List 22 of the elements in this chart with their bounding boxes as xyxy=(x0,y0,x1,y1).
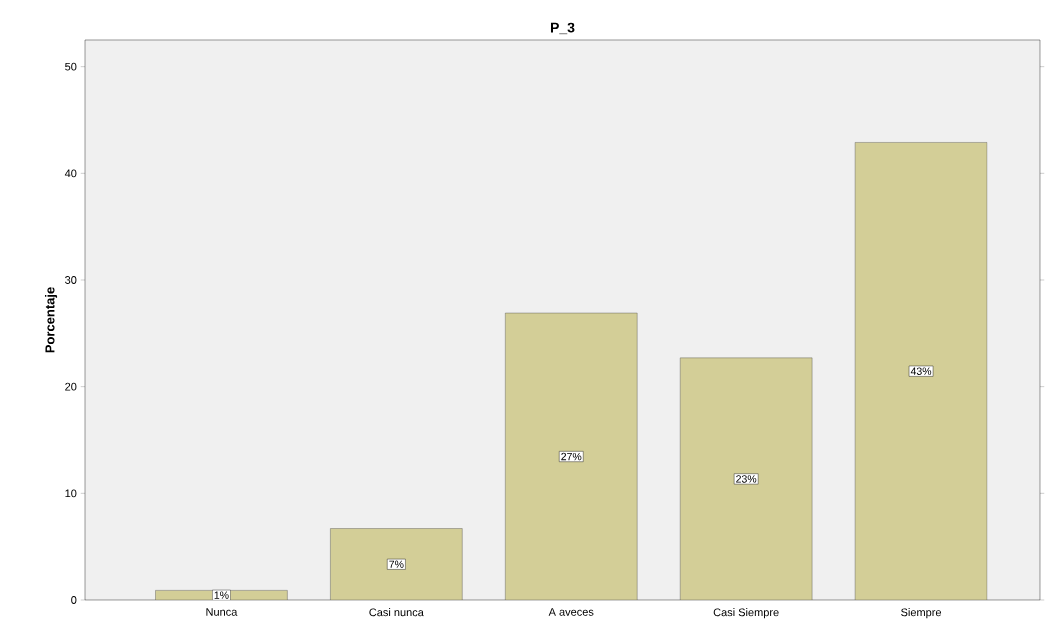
bar xyxy=(505,312,638,600)
bar xyxy=(680,357,813,600)
data-label: 43% xyxy=(910,367,932,375)
bar xyxy=(330,528,463,600)
chart-title: P_3 xyxy=(550,22,575,35)
y-tick-label: 50 xyxy=(65,62,77,71)
x-tick-label: A aveces xyxy=(548,608,594,616)
x-tick-label: Casi nunca xyxy=(369,608,424,617)
y-tick-label: 10 xyxy=(65,489,77,498)
y-tick-label: 40 xyxy=(64,169,77,178)
bar xyxy=(854,142,988,600)
data-label: 7% xyxy=(389,560,404,568)
data-label: 23% xyxy=(736,475,757,483)
data-label: 1% xyxy=(214,591,229,599)
x-tick-label: Nunca xyxy=(206,608,238,616)
y-axis-title: Porcentaje xyxy=(44,287,58,353)
x-tick-label: Siempre xyxy=(901,608,942,619)
x-tick-label: Casi Siempre xyxy=(713,608,779,619)
y-tick-label: 20 xyxy=(65,382,77,391)
data-label: 27% xyxy=(561,452,582,461)
y-tick-label: 30 xyxy=(65,276,77,284)
y-tick-label: 0 xyxy=(71,596,77,604)
